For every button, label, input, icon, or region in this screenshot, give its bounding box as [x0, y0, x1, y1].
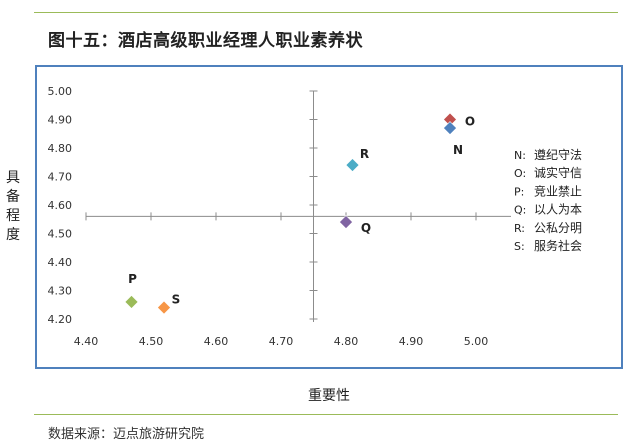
data-point-q: [339, 215, 353, 230]
y-axis-label-char: 程: [6, 208, 20, 224]
legend-text: 公私分明: [534, 221, 582, 235]
x-axis-label: 重要性: [308, 388, 350, 404]
point-label-s: S: [172, 293, 181, 307]
x-tick-label: 4.70: [269, 335, 294, 348]
legend-key: P:: [514, 185, 524, 198]
y-tick-label: 4.20: [48, 313, 73, 326]
data-point-n: [443, 121, 457, 135]
x-tick-label: 4.60: [204, 335, 229, 348]
legend-text: 遵纪守法: [534, 147, 582, 162]
legend-text: 竞业禁止: [534, 184, 582, 198]
point-label-p: P: [128, 272, 137, 286]
legend-text: 诚实守信: [534, 165, 582, 180]
point-label-r: R: [360, 147, 369, 161]
y-axis-label-char: 具: [6, 170, 20, 186]
legend-key: Q:: [514, 204, 526, 217]
legend-key: N:: [514, 149, 526, 162]
y-tick-label: 4.80: [48, 142, 73, 155]
top-rule: [34, 12, 618, 13]
data-point-p: [124, 294, 139, 309]
bottom-rule: [34, 414, 618, 415]
y-tick-label: 4.30: [48, 285, 73, 298]
y-tick-label: 4.60: [48, 199, 73, 212]
x-tick-label: 4.90: [399, 335, 424, 348]
legend-key: O:: [514, 167, 526, 180]
y-tick-label: 4.70: [48, 171, 73, 184]
x-tick-label: 4.40: [74, 335, 99, 348]
y-tick-label: 5.00: [48, 85, 73, 98]
legend-text: 服务社会: [534, 238, 582, 253]
y-tick-label: 4.90: [48, 114, 73, 127]
point-label-q: Q: [361, 221, 371, 235]
point-label-n: N: [453, 143, 463, 157]
x-tick-label: 4.80: [334, 335, 359, 348]
point-label-o: O: [465, 115, 475, 129]
figure-title: 图十五：酒店高级职业经理人职业素养状: [48, 31, 363, 51]
y-axis-label-char: 度: [6, 227, 20, 243]
y-axis-label-char: 备: [6, 188, 20, 205]
legend-text: 以人为本: [534, 203, 582, 217]
legend-key: R:: [514, 222, 525, 235]
source-note: 数据来源：迈点旅游研究院: [48, 427, 205, 442]
x-tick-label: 4.50: [139, 335, 164, 348]
x-tick-label: 5.00: [464, 335, 489, 348]
data-point-r: [345, 158, 360, 173]
y-tick-label: 4.50: [48, 228, 73, 241]
plot-frame: [35, 65, 623, 369]
data-point-s: [157, 300, 171, 315]
y-tick-label: 4.40: [48, 256, 73, 269]
legend-key: S:: [514, 240, 525, 253]
